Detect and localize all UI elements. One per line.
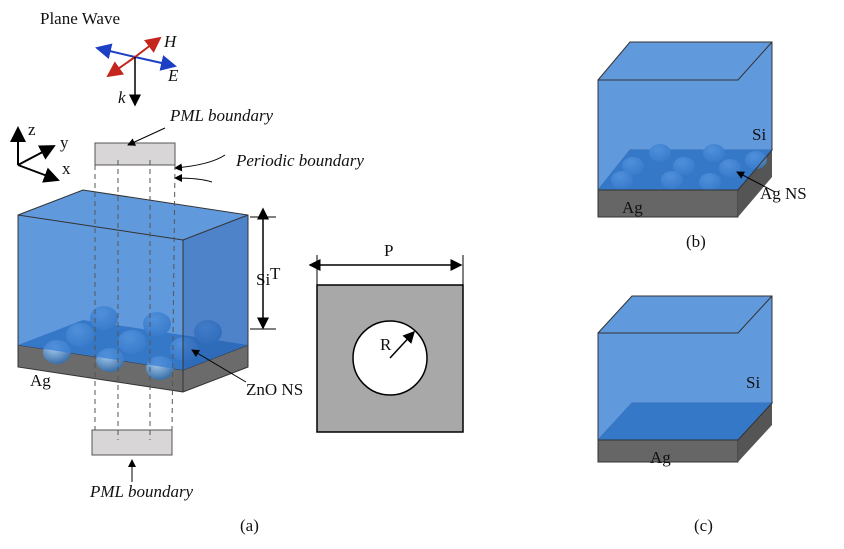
label: Ag xyxy=(622,198,643,217)
axes-triad xyxy=(18,128,58,180)
label: Si xyxy=(752,125,766,144)
caption: (a) xyxy=(240,516,259,535)
label: T xyxy=(270,264,281,283)
label: z xyxy=(28,120,36,139)
label: Plane Wave xyxy=(40,9,120,28)
caption: (b) xyxy=(686,232,706,251)
label: H xyxy=(163,32,178,51)
label: PML boundary xyxy=(89,482,194,501)
structure-b xyxy=(598,42,772,217)
label: E xyxy=(167,66,179,85)
label: y xyxy=(60,133,69,152)
plane-wave: Plane Wave H E k xyxy=(40,9,179,107)
caption: (c) xyxy=(694,516,713,535)
label: x xyxy=(62,159,71,178)
label: Ag NS xyxy=(760,184,807,203)
label: Ag xyxy=(650,448,671,467)
label: Periodic boundary xyxy=(235,151,364,170)
figure: Plane Wave H E k z y x PML boundary Peri… xyxy=(0,0,844,549)
label: ZnO NS xyxy=(246,380,303,399)
label: PML boundary xyxy=(169,106,274,125)
label: Si xyxy=(746,373,760,392)
label: k xyxy=(118,88,126,107)
structure-a xyxy=(18,160,248,440)
pml-top xyxy=(95,143,175,165)
pml-bottom xyxy=(92,430,172,455)
label: R xyxy=(380,335,392,354)
label: Ag xyxy=(30,371,51,390)
label: P xyxy=(384,241,393,260)
